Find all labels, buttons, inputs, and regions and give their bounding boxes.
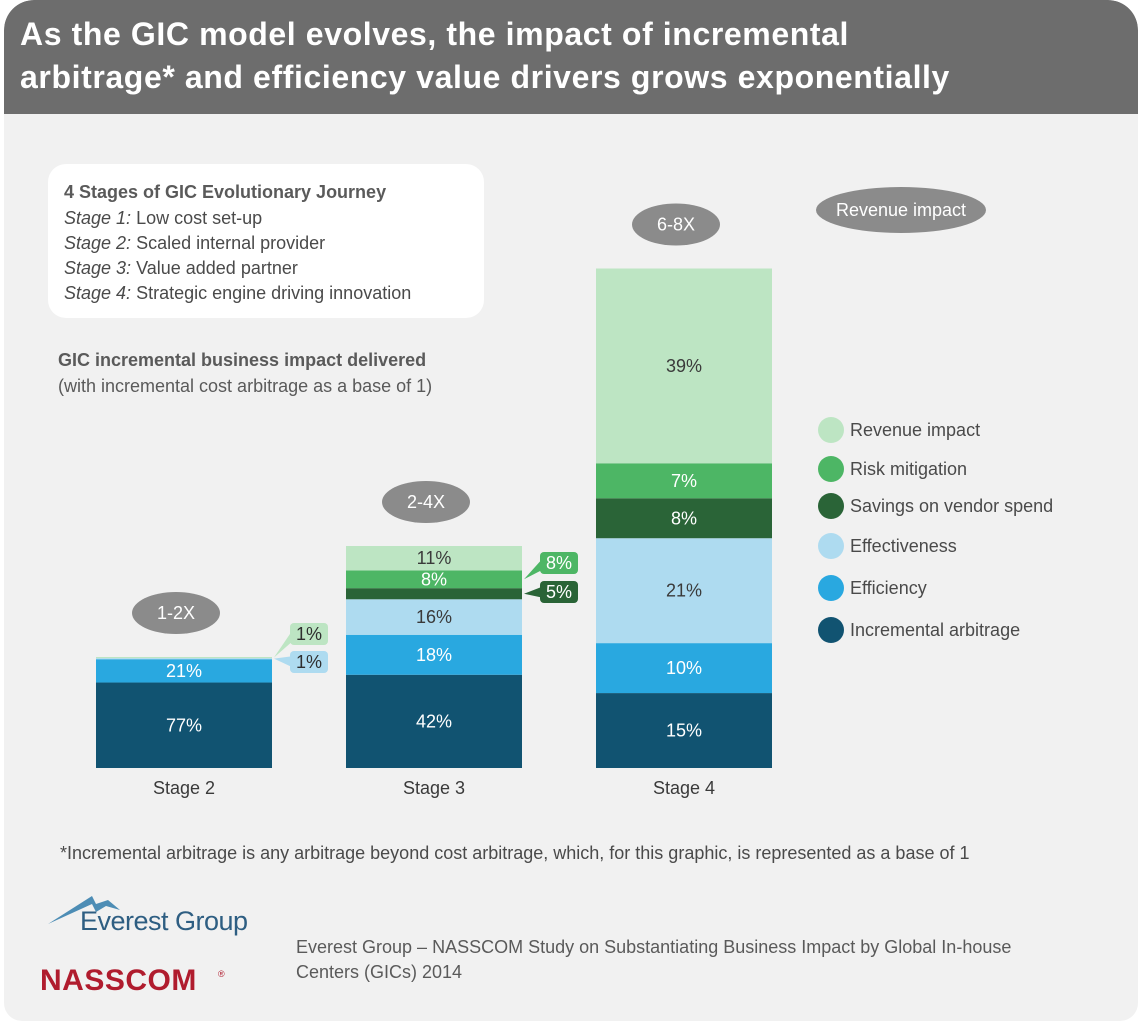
bar-label-2-arbitrage: 77%: [166, 715, 202, 735]
callout-pointer-3-savings: [524, 586, 544, 598]
bar-3-savings: [346, 588, 522, 600]
callout-tag-3-savings: [540, 581, 578, 603]
stage-3-text: Value added partner: [131, 258, 298, 278]
stages-heading: 4 Stages of GIC Evolutionary Journey: [64, 182, 387, 202]
bar-4-effectiveness: [596, 538, 772, 644]
callout-label-2-effectiveness: 1%: [296, 652, 322, 672]
title-banner: As the GIC model evolves, the impact of …: [4, 0, 1138, 114]
legend-swatch-revenue: [818, 417, 844, 443]
x-tick-label-3: Stage 3: [403, 778, 465, 798]
legend-label-revenue: Revenue impact: [850, 420, 980, 440]
stage-4-label: Stage 4:: [64, 283, 132, 303]
callout-label-3-risk: 8%: [546, 553, 572, 573]
bar-4-efficiency: [596, 643, 772, 694]
callout-tag-2-revenue: [290, 623, 328, 645]
multiplier-bubble-2: [132, 592, 220, 634]
stage-3-line: Stage 3: Value added partner: [64, 258, 298, 279]
stage-1-label: Stage 1:: [64, 208, 132, 228]
stage-1-text: Low cost set-up: [131, 208, 263, 228]
bar-4-revenue: [596, 268, 772, 464]
title-line-2: arbitrage* and efficiency value drivers …: [20, 59, 950, 95]
bar-label-4-effectiveness: 21%: [666, 581, 702, 601]
legend-label-arbitrage: Incremental arbitrage: [850, 620, 1020, 640]
source-citation: Everest Group – NASSCOM Study on Substan…: [296, 937, 1012, 982]
everest-mountain-icon: [48, 896, 120, 924]
callout-label-2-revenue: 1%: [296, 624, 322, 644]
bar-3-efficiency: [346, 634, 522, 675]
bar-3-revenue: [346, 546, 522, 571]
bar-4-arbitrage: [596, 693, 772, 768]
stage-4-text: Strategic engine driving innovation: [131, 283, 412, 303]
callout-tag-2-effectiveness: [290, 651, 328, 673]
callout-pointer-3-risk: [524, 557, 544, 580]
bar-label-3-risk: 8%: [421, 569, 447, 589]
bar-label-3-efficiency: 18%: [416, 645, 452, 665]
stage-2-text: Scaled internal provider: [131, 233, 326, 253]
bar-label-3-effectiveness: 16%: [416, 607, 452, 627]
multiplier-bubble-3: [382, 481, 470, 523]
bar-3-arbitrage: [346, 674, 522, 768]
bar-label-4-arbitrage: 15%: [666, 721, 702, 741]
footnote: *Incremental arbitrage is any arbitrage …: [60, 843, 970, 863]
title-line-1: As the GIC model evolves, the impact of …: [20, 16, 850, 52]
legend-label-efficiency: Efficiency: [850, 578, 927, 598]
stage-1-line: Stage 1: Low cost set-up: [64, 208, 262, 229]
multiplier-label-4: 6-8X: [657, 215, 695, 235]
bar-2-efficiency: [96, 659, 272, 683]
legend-label-savings: Savings on vendor spend: [850, 496, 1053, 516]
multiplier-bubble-4: [632, 203, 720, 246]
bar-3-risk: [346, 570, 522, 589]
stage-2-line: Stage 2: Scaled internal provider: [64, 233, 325, 254]
bar-label-3-arbitrage: 42%: [416, 711, 452, 731]
bar-label-3-revenue: 11%: [417, 548, 452, 568]
bar-2-effectiveness: [96, 658, 272, 660]
callout-pointer-2-revenue: [274, 628, 294, 658]
stage-2-label: Stage 2:: [64, 233, 132, 253]
multiplier-label-2: 1-2X: [157, 603, 195, 623]
legend-label-effectiveness: Effectiveness: [850, 536, 957, 556]
bar-2-revenue: [96, 657, 272, 659]
bar-label-2-efficiency: 21%: [166, 661, 202, 681]
callout-pointer-2-effectiveness: [274, 656, 294, 668]
everest-group-logo: Everest Group: [80, 906, 248, 936]
callout-label-3-savings: 5%: [546, 582, 572, 602]
bar-4-risk: [596, 463, 772, 499]
callout-tag-3-risk: [540, 552, 578, 574]
bar-label-4-efficiency: 10%: [666, 658, 702, 678]
nasscom-logo: NASSCOM: [40, 964, 197, 997]
impact-heading: GIC incremental business impact delivere…: [58, 350, 427, 370]
legend-swatch-effectiveness: [818, 533, 844, 559]
x-tick-label-2: Stage 2: [153, 778, 215, 798]
stage-4-line: Stage 4: Strategic engine driving innova…: [64, 283, 411, 304]
bar-2-arbitrage: [96, 682, 272, 768]
multiplier-label-3: 2-4X: [407, 492, 445, 512]
impact-subheading: (with incremental cost arbitrage as a ba…: [58, 376, 433, 396]
legend-swatch-arbitrage: [818, 617, 844, 643]
revenue-impact-bubble: [816, 187, 986, 233]
legend-swatch-savings: [818, 493, 844, 519]
stage-3-label: Stage 3:: [64, 258, 132, 278]
bar-label-4-revenue: 39%: [666, 356, 702, 376]
bar-label-4-risk: 7%: [671, 471, 697, 491]
bar-4-savings: [596, 498, 772, 539]
legend-swatch-risk: [818, 456, 844, 482]
revenue-impact-bubble-label: Revenue impact: [836, 200, 966, 220]
legend-label-risk: Risk mitigation: [850, 459, 967, 479]
stages-box: 4 Stages of GIC Evolutionary Journey Sta…: [48, 164, 484, 318]
nasscom-registered-mark: ®: [218, 969, 225, 979]
bar-label-4-savings: 8%: [671, 508, 697, 528]
legend-swatch-efficiency: [818, 575, 844, 601]
bar-3-effectiveness: [346, 599, 522, 635]
x-tick-label-4: Stage 4: [653, 778, 715, 798]
infographic-card: As the GIC model evolves, the impact of …: [4, 0, 1138, 1021]
